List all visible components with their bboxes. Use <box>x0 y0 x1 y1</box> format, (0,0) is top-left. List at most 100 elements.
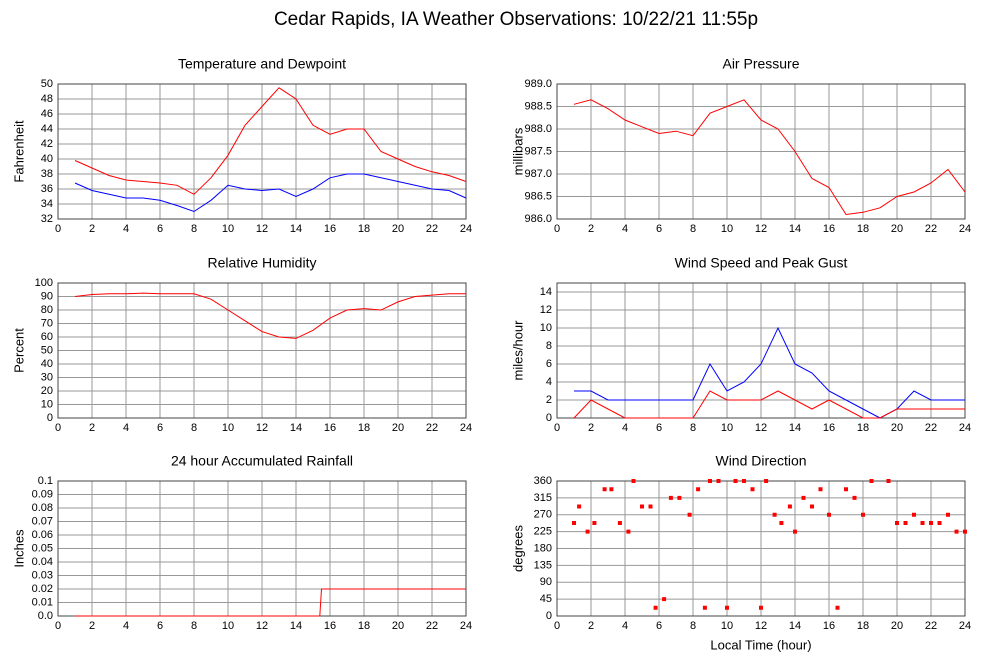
y-axis-label: miles/hour <box>510 320 525 381</box>
data-point <box>702 605 707 610</box>
x-tick-label: 24 <box>959 223 971 235</box>
y-tick-label: 0.04 <box>32 556 53 568</box>
y-tick-label: 90 <box>540 576 552 588</box>
x-tick-label: 8 <box>191 223 197 235</box>
x-tick-label: 22 <box>426 422 438 434</box>
data-point <box>869 479 874 483</box>
y-tick-label: 315 <box>534 492 552 504</box>
y-tick-label: 40 <box>41 153 53 165</box>
plot-frame <box>556 83 966 220</box>
y-tick-label: 32 <box>41 213 53 225</box>
x-tick-label: 4 <box>622 620 628 632</box>
data-line <box>573 390 965 419</box>
data-point <box>631 479 636 483</box>
page-title: Cedar Rapids, IA Weather Observations: 1… <box>274 9 758 30</box>
x-tick-label: 8 <box>690 223 696 235</box>
x-tick-label: 20 <box>392 422 404 434</box>
y-tick-label: 0.02 <box>32 583 53 595</box>
x-tick-label: 20 <box>392 223 404 235</box>
x-tick-label: 14 <box>789 422 801 434</box>
x-tick-label: 4 <box>123 422 129 434</box>
data-point <box>687 512 692 517</box>
y-tick-label: 988.0 <box>524 123 552 135</box>
x-tick-label: 0 <box>55 422 61 434</box>
data-point <box>929 521 933 525</box>
data-point <box>648 504 653 509</box>
data-point <box>772 512 777 517</box>
x-tick-label: 16 <box>324 620 336 632</box>
x-tick-label: 18 <box>857 422 869 434</box>
y-tick-label: 45 <box>540 593 552 605</box>
data-point <box>835 605 840 610</box>
x-tick-label: 14 <box>789 223 801 235</box>
y-tick-label: 0.07 <box>32 515 53 527</box>
y-axis-label: Percent <box>11 328 26 373</box>
x-tick-label: 0 <box>55 223 61 235</box>
data-point <box>626 529 631 534</box>
x-tick-label: 22 <box>925 223 937 235</box>
x-tick-label: 10 <box>222 620 234 632</box>
chart-title: Air Pressure <box>722 56 799 72</box>
x-tick-label: 6 <box>157 620 163 632</box>
x-tick-label: 8 <box>690 422 696 434</box>
plot-frame <box>556 282 966 419</box>
data-point <box>572 521 576 525</box>
x-tick-label: 16 <box>324 223 336 235</box>
chart-title: 24 hour Accumulated Rainfall <box>171 453 353 469</box>
y-tick-label: 4 <box>546 376 552 388</box>
x-tick-label: 10 <box>222 223 234 235</box>
x-tick-label: 22 <box>925 620 937 632</box>
y-tick-label: 38 <box>41 168 53 180</box>
x-tick-label: 2 <box>588 422 594 434</box>
x-tick-label: 24 <box>460 422 472 434</box>
y-tick-label: 0.1 <box>38 475 53 487</box>
x-tick-label: 22 <box>426 223 438 235</box>
x-tick-label: 16 <box>823 620 835 632</box>
data-point <box>609 487 614 492</box>
y-tick-label: 0 <box>546 412 552 424</box>
y-tick-label: 0.03 <box>32 569 53 581</box>
y-axis-label: Inches <box>11 529 26 568</box>
x-tick-label: 18 <box>358 422 370 434</box>
data-point <box>592 521 597 525</box>
data-point <box>937 521 942 525</box>
data-point <box>810 504 814 509</box>
y-tick-label: 988.5 <box>524 100 552 112</box>
chart-title: Temperature and Dewpoint <box>178 56 346 72</box>
y-tick-label: 0.06 <box>32 529 53 541</box>
chart-title: Wind Direction <box>715 453 806 469</box>
data-point <box>787 504 792 509</box>
x-tick-label: 12 <box>755 223 767 235</box>
y-tick-label: 50 <box>41 344 53 356</box>
data-point <box>903 521 908 525</box>
x-tick-label: 14 <box>290 620 302 632</box>
y-tick-label: 986.5 <box>524 190 552 202</box>
x-tick-label: 20 <box>392 620 404 632</box>
x-tick-label: 24 <box>460 620 472 632</box>
data-point <box>920 521 925 525</box>
y-tick-label: 80 <box>41 304 53 316</box>
y-tick-label: 8 <box>546 340 552 352</box>
data-point <box>653 605 658 610</box>
data-point <box>696 487 701 492</box>
plot-frame <box>57 83 467 220</box>
y-tick-label: 14 <box>540 286 552 298</box>
y-tick-label: 36 <box>41 183 53 195</box>
y-tick-label: 270 <box>534 509 552 521</box>
x-tick-label: 6 <box>157 223 163 235</box>
x-tick-label: 10 <box>721 223 733 235</box>
y-tick-label: 135 <box>534 559 552 571</box>
data-point <box>742 479 746 483</box>
data-point <box>895 521 899 525</box>
x-tick-label: 12 <box>755 620 767 632</box>
x-tick-label: 2 <box>89 620 95 632</box>
x-tick-label: 14 <box>789 620 801 632</box>
y-tick-label: 70 <box>41 317 53 329</box>
chart-title: Relative Humidity <box>208 255 317 271</box>
x-tick-label: 0 <box>55 620 61 632</box>
data-point <box>662 597 667 602</box>
x-tick-label: 22 <box>925 422 937 434</box>
x-tick-label: 10 <box>721 422 733 434</box>
x-tick-label: 4 <box>622 422 628 434</box>
x-tick-label: 18 <box>857 620 869 632</box>
